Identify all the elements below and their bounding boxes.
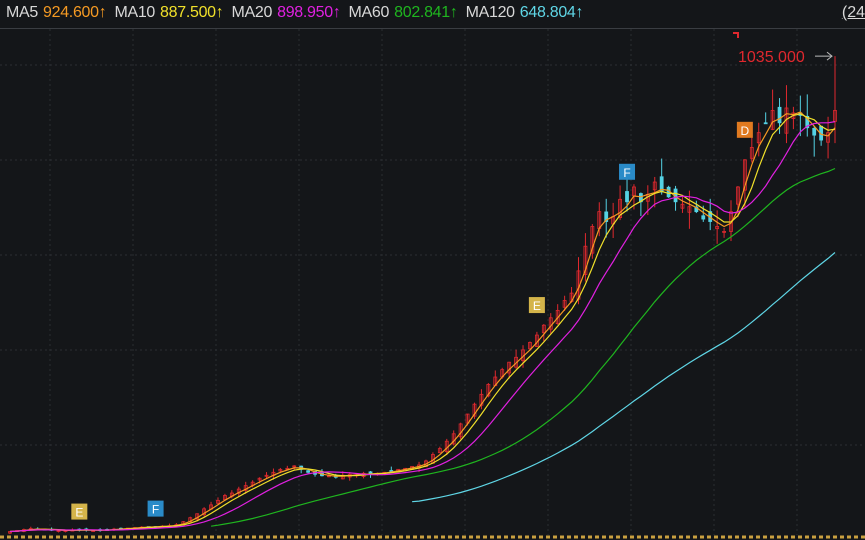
candle-body <box>826 132 830 143</box>
candle-body <box>278 468 283 472</box>
candle-body <box>805 115 810 129</box>
signal-marker-label: E <box>533 299 541 313</box>
candle-body <box>541 324 546 334</box>
candle-body <box>625 191 629 203</box>
candle-body <box>715 226 720 230</box>
candle-body <box>812 128 817 136</box>
candle-body <box>8 531 12 534</box>
ma-line-ma10 <box>9 113 836 533</box>
ma-label-ma20: MA20 <box>231 4 273 21</box>
ma-line-ma120 <box>412 252 836 503</box>
ma-line-ma60 <box>211 167 836 527</box>
ma-line-ma20 <box>9 121 836 533</box>
candle-body <box>756 132 761 144</box>
candle-body <box>680 203 685 209</box>
candle-body <box>257 477 262 481</box>
signal-marker-label: F <box>623 166 630 180</box>
signal-marker-d <box>736 121 753 138</box>
candle-body <box>264 474 269 477</box>
ma-value-ma20: 898.950↑ <box>277 4 341 21</box>
signal-marker-label: D <box>741 124 750 138</box>
ma-label-ma10: MA10 <box>114 4 156 21</box>
ma-legend: MA5 924.600↑ MA10 887.500↑ MA20 898.950↑ MA60 8… <box>6 4 584 26</box>
signal-marker-label: F <box>152 503 159 517</box>
candle-body <box>736 186 740 205</box>
candle-body <box>770 110 775 130</box>
candle-body <box>763 122 768 125</box>
divider <box>0 28 865 29</box>
candle-body <box>486 384 491 397</box>
candle-body <box>472 403 477 417</box>
candle-body <box>604 211 609 222</box>
ma-line-ma5 <box>9 111 836 533</box>
ma-value-ma5: 924.600↑ <box>43 4 107 21</box>
signal-marker-e <box>528 297 545 314</box>
candle-body <box>216 500 220 504</box>
candle-body <box>687 206 692 213</box>
period-label[interactable]: (24 <box>841 4 865 21</box>
signal-marker-f <box>147 500 164 517</box>
signal-marker-f <box>619 163 636 180</box>
max-price-label: 1035.000 <box>738 49 805 66</box>
max-arrow-head-icon <box>826 51 833 61</box>
ma-value-ma120: 648.804↑ <box>519 4 584 21</box>
ma-value-ma10: 887.500↑ <box>160 4 224 21</box>
candle-body <box>618 198 622 219</box>
ma-value-ma60: 802.841↑ <box>394 4 458 21</box>
candle-body <box>701 215 706 220</box>
candle-body <box>555 309 560 325</box>
candle-body <box>583 245 588 275</box>
max-marker-icon <box>733 32 739 38</box>
candle-body <box>652 181 657 191</box>
candle-body <box>749 147 754 159</box>
candle-body <box>742 159 747 191</box>
candle-body <box>528 342 532 350</box>
candle-body <box>285 467 290 470</box>
candle-body <box>306 470 311 473</box>
ma-label-ma5: MA5 <box>6 4 38 21</box>
candle-body <box>722 230 726 233</box>
ma-label-ma120: MA120 <box>465 4 516 21</box>
candle-body <box>437 448 442 454</box>
candle-body <box>292 465 297 468</box>
candle-body <box>777 106 782 124</box>
signal-marker-e <box>71 503 88 520</box>
signal-marker-label: E <box>75 506 83 520</box>
candle-body <box>562 300 567 308</box>
candle-body <box>590 226 595 254</box>
ma-label-ma60: MA60 <box>348 4 390 21</box>
